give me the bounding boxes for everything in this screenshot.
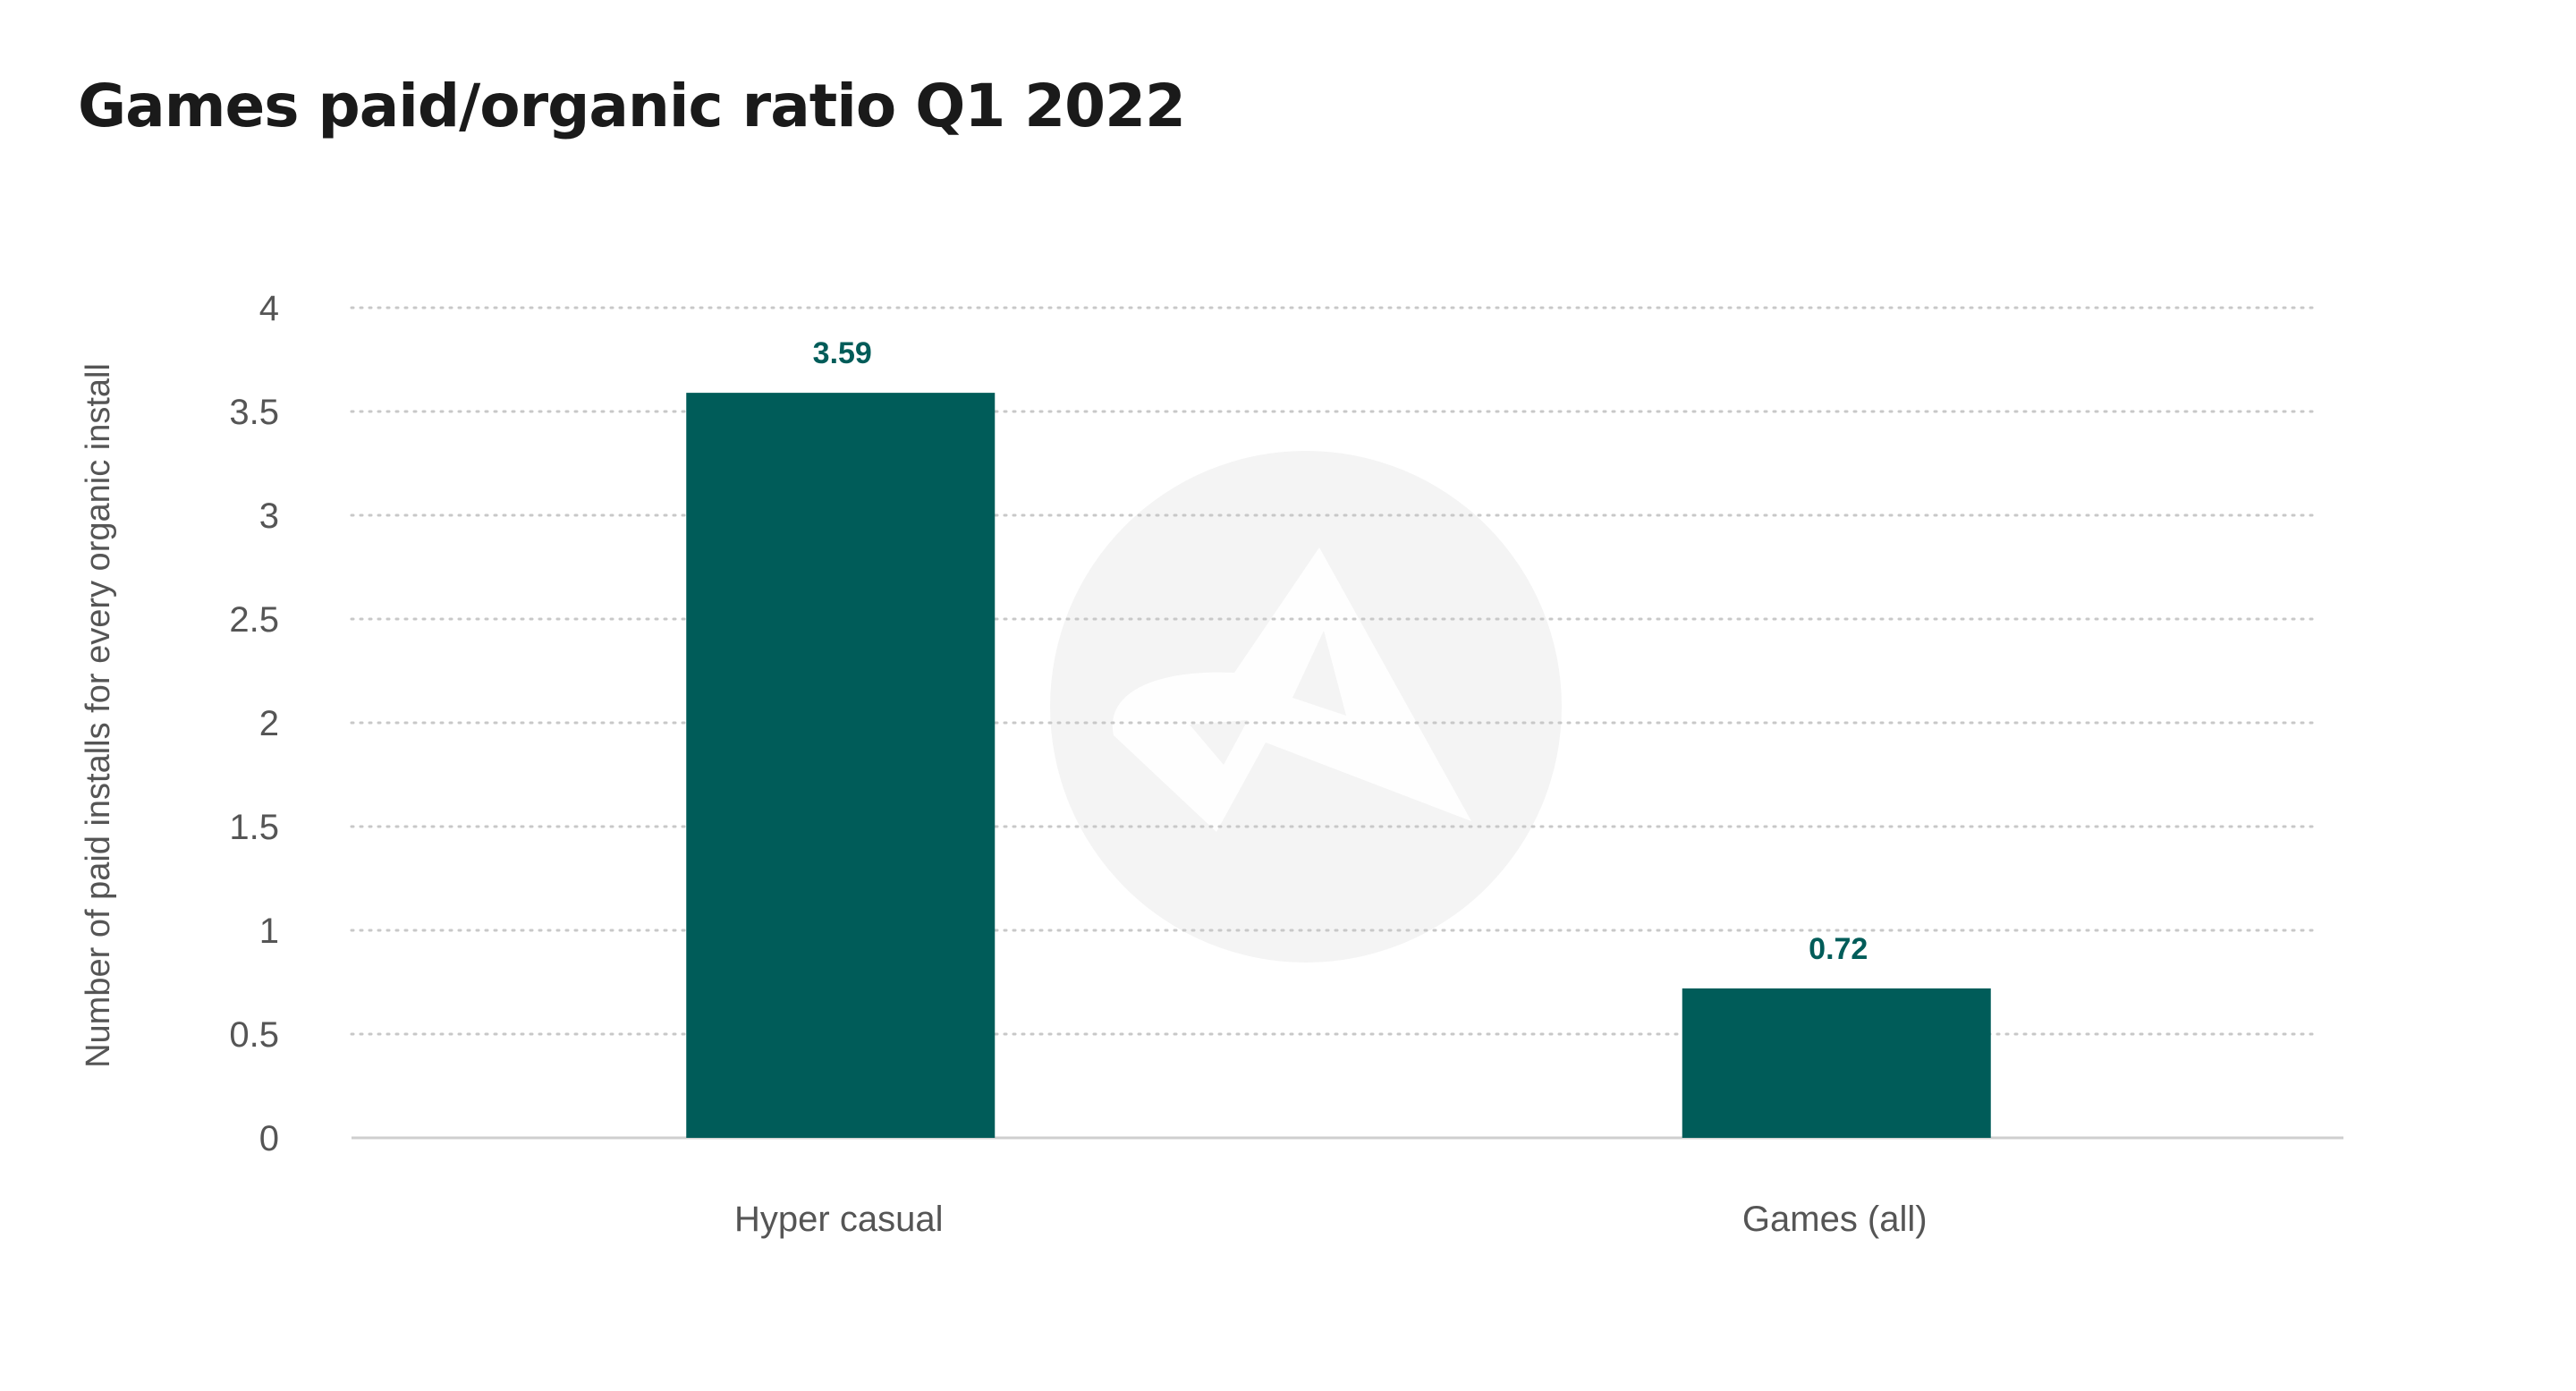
bar [686, 393, 996, 1138]
y-tick-label: 3.5 [229, 393, 279, 432]
grid-lines [350, 306, 2343, 1140]
y-tick-label: 3 [259, 496, 279, 536]
bar [1682, 988, 1991, 1138]
y-axis: 0 0.5 1 1.5 2 2.5 3 3.5 4 [229, 289, 279, 1158]
x-category-label: Games (all) [1742, 1200, 1928, 1239]
bars [686, 393, 1991, 1138]
bar-value-label: 0.72 [1809, 932, 1868, 966]
bar-value-label: 3.59 [813, 336, 872, 370]
x-category-label: Hyper casual [734, 1200, 943, 1239]
y-axis-title: Number of paid installs for every organi… [80, 363, 117, 1068]
labels: 3.59 Hyper casual 0.72 Games (all) [734, 336, 1928, 1239]
y-tick-label: 0 [259, 1119, 279, 1158]
chart-title: Games paid/organic ratio Q1 2022 [78, 72, 1186, 140]
y-tick-label: 2.5 [229, 600, 279, 640]
y-tick-label: 1 [259, 912, 279, 951]
y-tick-label: 2 [259, 704, 279, 743]
y-tick-label: 4 [259, 289, 279, 328]
y-tick-label: 0.5 [229, 1015, 279, 1055]
y-tick-label: 1.5 [229, 808, 279, 847]
watermark-logo [1050, 451, 1562, 963]
